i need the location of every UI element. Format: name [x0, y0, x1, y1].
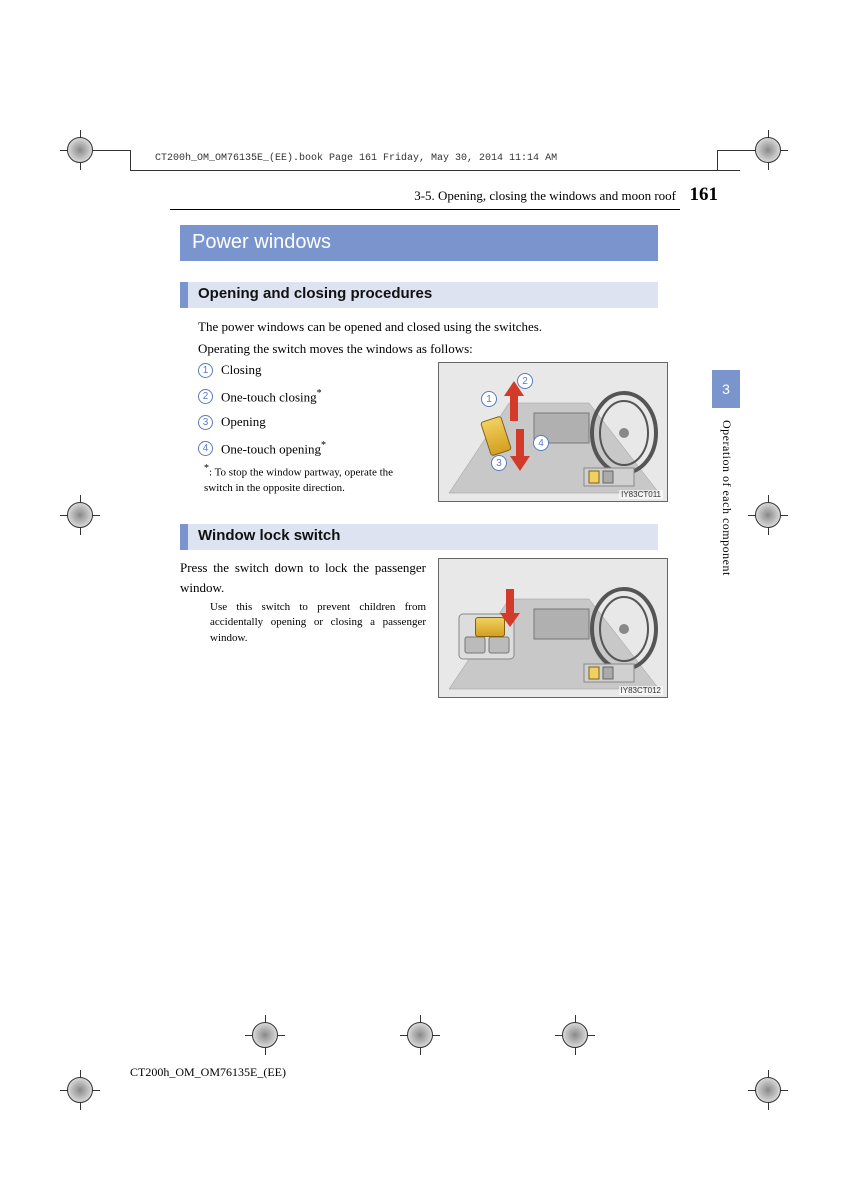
figure-1: 1 2 3 4 IY83CT011	[438, 362, 668, 502]
intro-text-1: The power windows can be opened and clos…	[198, 317, 658, 337]
callout-3-icon: 3	[491, 455, 507, 471]
crop-mark-mr	[748, 495, 788, 535]
section-header: 3-5. Opening, closing the windows and mo…	[414, 188, 676, 204]
list-label: Closing	[221, 362, 261, 378]
header-rule	[170, 209, 680, 210]
list-label: Opening	[221, 414, 266, 430]
subtitle-lock: Window lock switch	[180, 524, 658, 550]
meta-header: CT200h_OM_OM76135E_(EE).book Page 161 Fr…	[155, 153, 557, 164]
crop-mark-bl	[60, 1070, 100, 1110]
crop-mark-tr	[748, 130, 788, 170]
figure-2-label: IY83CT012	[619, 686, 663, 695]
list-label: One-touch closing*	[221, 388, 322, 405]
subtitle-procedures: Opening and closing procedures	[180, 282, 658, 308]
callout-1-icon: 1	[481, 391, 497, 407]
callout-4-icon: 4	[533, 435, 549, 451]
chapter-tab: 3	[712, 370, 740, 408]
list-item-2: 2 One-touch closing*	[198, 388, 322, 405]
crop-line	[130, 170, 740, 171]
list-item-1: 1 Closing	[198, 362, 261, 378]
figure-1-label: IY83CT011	[619, 490, 663, 499]
callout-2-icon: 2	[517, 373, 533, 389]
list-item-3: 3 Opening	[198, 414, 266, 430]
dashboard-illustration-icon	[439, 559, 668, 698]
figure-2: IY83CT012	[438, 558, 668, 698]
num-circle-icon: 4	[198, 441, 213, 456]
page-number: 161	[690, 184, 719, 206]
crop-mark-b3	[555, 1015, 595, 1055]
crop-mark-br	[748, 1070, 788, 1110]
intro-text-2: Operating the switch moves the windows a…	[198, 339, 658, 359]
crop-mark-tl	[60, 130, 100, 170]
num-circle-icon: 2	[198, 389, 213, 404]
list-item-4: 4 One-touch opening*	[198, 440, 326, 457]
footnote: *: To stop the window partway, operate t…	[204, 462, 424, 496]
crop-mark-b1	[245, 1015, 285, 1055]
dashboard-illustration-icon	[439, 363, 668, 502]
arrow-down-icon	[497, 587, 523, 627]
page-title: Power windows	[180, 225, 658, 261]
crop-line	[717, 150, 718, 170]
crop-line	[130, 150, 131, 170]
list-label: One-touch opening*	[221, 440, 326, 457]
chapter-label: Operation of each component	[719, 420, 734, 576]
footer-text: CT200h_OM_OM76135E_(EE)	[130, 1065, 286, 1080]
lock-text: Press the switch down to lock the passen…	[180, 558, 426, 597]
crop-mark-ml	[60, 495, 100, 535]
crop-mark-b2	[400, 1015, 440, 1055]
num-circle-icon: 1	[198, 363, 213, 378]
crop-line	[718, 150, 748, 151]
num-circle-icon: 3	[198, 415, 213, 430]
arrow-down-icon	[505, 421, 535, 471]
crop-line	[100, 150, 130, 151]
lock-note: Use this switch to prevent children from…	[210, 600, 426, 646]
